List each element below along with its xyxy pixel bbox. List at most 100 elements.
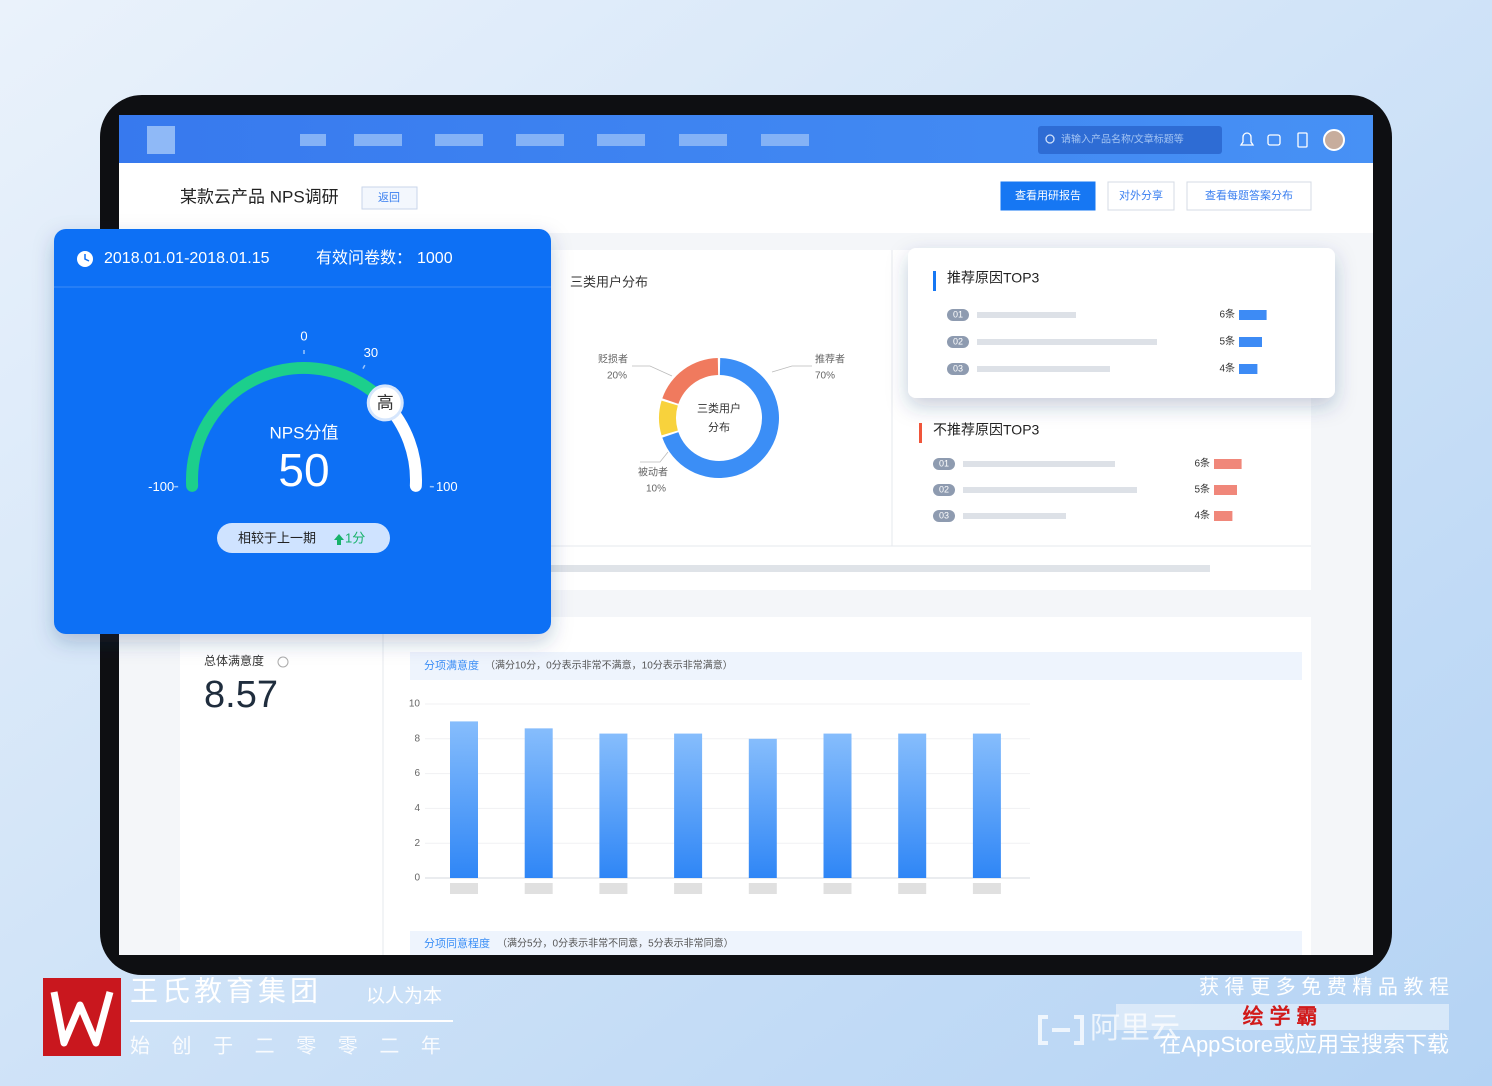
gauge-tick-label: 30 xyxy=(364,345,378,360)
text-placeholder xyxy=(963,513,1066,519)
chart-note: （满分5分，0分表示非常不同意，5分表示非常同意） xyxy=(497,937,734,950)
list-title: 不推荐原因TOP3 xyxy=(933,422,1040,438)
wm-logo-mark xyxy=(50,991,114,1047)
nav-item xyxy=(300,134,326,146)
count-bar xyxy=(1214,511,1233,521)
count-label: 5条 xyxy=(1219,335,1235,348)
compare-pill xyxy=(217,523,390,553)
count-bar xyxy=(1239,337,1262,347)
nav-item xyxy=(761,134,809,146)
chart-title: 分项同意程度 xyxy=(424,936,490,950)
donut-center-label: 分布 xyxy=(708,421,730,434)
gauge-tick-label: 0 xyxy=(300,328,307,343)
bar xyxy=(674,733,703,878)
count-label: 4条 xyxy=(1194,509,1210,522)
gauge-tick-label: -100 xyxy=(148,479,174,494)
rank-badge xyxy=(947,309,969,321)
wm-promo: 获 得 更 多 免 费 精 品 教 程 xyxy=(1199,975,1449,998)
rank-label: 02 xyxy=(953,336,963,346)
bar xyxy=(450,721,478,878)
donut-category: 贬损者 xyxy=(598,353,628,366)
nps-card xyxy=(54,229,551,634)
donut-segment xyxy=(662,358,719,404)
accent-bar xyxy=(933,271,936,291)
wm-slogan: 以人为本 xyxy=(366,985,442,1007)
responses-label: 有效问卷数： xyxy=(316,249,412,267)
gauge-value: 50 xyxy=(278,444,329,496)
search-box xyxy=(1038,126,1222,154)
page-title: 某款云产品 NPS调研 xyxy=(180,187,339,206)
wm-brand: 王氏教育集团 xyxy=(130,975,322,1006)
rank-label: 03 xyxy=(939,510,949,520)
chart-title: 分项满意度 xyxy=(424,658,479,672)
search-icon xyxy=(1045,134,1055,144)
wm-download: 在AppStore或应用宝搜索下载 xyxy=(1159,1032,1449,1057)
y-tick-label: 6 xyxy=(414,768,420,779)
donut-category: 推荐者 xyxy=(815,353,845,366)
rank-badge xyxy=(933,458,955,470)
nav-item xyxy=(435,134,483,146)
device-icon xyxy=(1297,132,1308,148)
gauge-tick-label: 100 xyxy=(436,479,458,494)
bar xyxy=(599,733,628,878)
action-button-label: 对外分享 xyxy=(1119,188,1163,202)
text-placeholder xyxy=(977,366,1110,372)
gauge-label: NPS分值 xyxy=(270,423,339,442)
rank-label: 01 xyxy=(953,309,963,319)
y-tick-label: 2 xyxy=(414,838,420,849)
accent-bar xyxy=(919,423,922,443)
action-button-label: 查看每题答案分布 xyxy=(1205,188,1293,202)
rank-badge xyxy=(933,510,955,522)
category-placeholder xyxy=(972,883,1001,894)
bell-icon xyxy=(1239,132,1255,146)
search-placeholder: 请输入产品名称/文章标题等 xyxy=(1061,133,1184,146)
gauge-value-arc xyxy=(186,362,392,492)
donut-segment xyxy=(662,358,779,479)
category-placeholder xyxy=(674,883,703,894)
floating-card xyxy=(908,248,1335,398)
bar xyxy=(823,733,852,878)
date-range: 2018.01.01-2018.01.15 xyxy=(104,250,270,267)
action-button[interactable] xyxy=(1107,181,1175,211)
bar xyxy=(898,733,927,878)
rank-label: 03 xyxy=(953,363,963,373)
rank-badge xyxy=(933,484,955,496)
responses-value: 1000 xyxy=(417,250,453,267)
gauge-tick xyxy=(362,364,366,369)
section-title: 三类用户分布 xyxy=(570,274,648,289)
y-tick-label: 4 xyxy=(414,803,420,814)
count-bar xyxy=(1239,310,1267,320)
back-button[interactable] xyxy=(361,186,418,210)
wm-cloud: 阿里云 xyxy=(1090,1012,1180,1045)
nav-item xyxy=(516,134,564,146)
donut-value-label: 20% xyxy=(607,371,627,382)
list-title: 推荐原因TOP3 xyxy=(947,270,1040,286)
donut-value-label: 70% xyxy=(815,371,835,382)
rank-badge xyxy=(947,363,969,375)
text-placeholder xyxy=(963,487,1137,493)
gauge-badge xyxy=(366,384,404,422)
action-button[interactable] xyxy=(1000,181,1096,211)
help-icon xyxy=(277,656,289,668)
donut-category: 被动者 xyxy=(638,466,668,479)
wm-app: 绘 学 霸 xyxy=(1243,1005,1318,1029)
y-tick-label: 8 xyxy=(414,733,420,744)
nav-item xyxy=(597,134,645,146)
count-label: 4条 xyxy=(1219,362,1235,375)
change-value: 1分 xyxy=(345,530,365,545)
y-tick-label: 0 xyxy=(414,873,420,884)
text-placeholder xyxy=(977,339,1157,345)
leader-line xyxy=(640,451,669,463)
bar xyxy=(972,733,1001,878)
nav-item xyxy=(679,134,727,146)
wm-app-box xyxy=(1116,1004,1449,1030)
action-button-label: 查看用研报告 xyxy=(1015,188,1081,202)
rank-label: 01 xyxy=(939,458,949,468)
wm-founded: 始 创 于 二 零 零 二 年 xyxy=(130,1034,449,1057)
count-label: 6条 xyxy=(1219,308,1235,321)
chart-note: （满分10分，0分表示非常不满意，10分表示非常满意） xyxy=(485,659,733,672)
compare-label: 相较于上一期 xyxy=(238,530,316,545)
action-button[interactable] xyxy=(1186,181,1312,211)
